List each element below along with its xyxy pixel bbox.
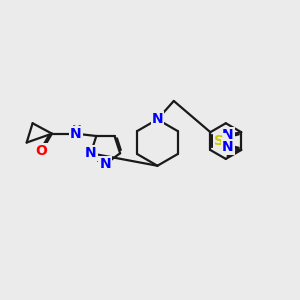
Text: O: O bbox=[36, 145, 47, 158]
Text: N: N bbox=[100, 157, 111, 171]
Text: S: S bbox=[214, 134, 224, 148]
Text: N: N bbox=[222, 140, 233, 154]
Text: N: N bbox=[85, 146, 97, 160]
Text: N: N bbox=[152, 112, 163, 126]
Text: H: H bbox=[72, 124, 82, 136]
Text: N: N bbox=[70, 127, 82, 141]
Text: N: N bbox=[222, 128, 233, 142]
